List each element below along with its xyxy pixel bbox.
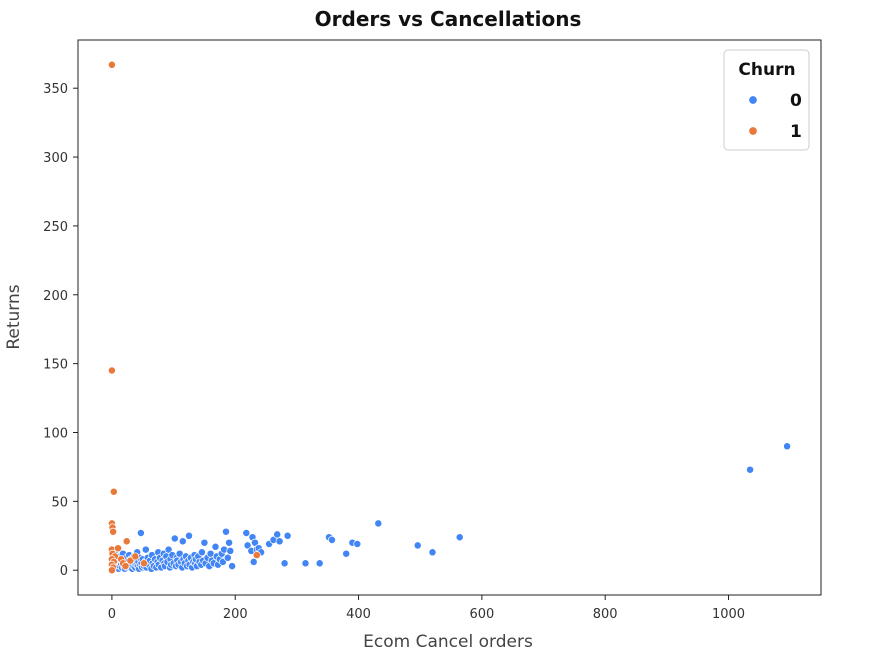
data-point-churn-0 [185,531,193,540]
data-point-churn-0 [225,538,234,547]
x-tick-label: 600 [469,607,494,622]
data-point-churn-1 [109,487,118,496]
y-axis-label: Returns [4,284,24,349]
x-axis-label: Ecom Cancel orders [363,632,533,652]
plot-area [77,39,822,596]
data-point-churn-0 [301,559,310,568]
x-tick-label: 800 [593,607,618,622]
data-point-churn-1 [107,566,116,575]
x-tick-label: 400 [346,607,371,622]
data-point-churn-0 [141,545,150,554]
data-point-churn-0 [275,537,284,546]
data-point-churn-0 [222,527,230,536]
data-point-churn-0 [283,531,292,540]
legend-label-churn-0: 0 [790,91,802,111]
y-tick-label: 300 [43,151,68,166]
data-point-churn-1 [107,366,116,375]
y-tick-label: 350 [43,82,68,97]
data-point-churn-0 [164,545,173,554]
data-point-churn-0 [242,529,251,537]
data-point-churn-0 [413,541,422,550]
y-tick-label: 50 [51,495,68,510]
data-point-churn-1 [107,60,116,69]
legend-marker-churn-1 [748,126,758,136]
data-point-churn-1 [121,562,130,571]
data-point-churn-0 [428,548,437,557]
y-tick-label: 150 [43,358,68,373]
chart-title: Orders vs Cancellations [315,7,582,31]
data-point-churn-0 [353,540,362,548]
data-point-churn-0 [223,553,232,562]
legend-box [723,49,810,151]
data-point-churn-0 [197,548,206,557]
y-axis-ticks: 0 50 100 150 200 250 300 350 [43,82,78,579]
data-point-churn-0 [170,534,179,543]
data-point-churn-1 [131,552,140,561]
data-point-churn-0 [328,535,336,544]
x-tick-label: 200 [223,607,248,622]
data-point-churn-1 [122,537,131,546]
y-tick-label: 0 [60,564,68,579]
data-point-churn-0 [315,559,324,568]
y-tick-label: 100 [43,426,68,441]
plot-frame [77,39,822,596]
data-point-churn-0 [783,442,792,451]
y-tick-label: 200 [43,289,68,304]
legend-title: Churn [738,60,795,80]
data-point-churn-0 [455,533,464,542]
legend: Churn 01 [723,49,810,151]
data-point-churn-1 [109,527,118,536]
data-point-churn-0 [243,541,252,550]
data-point-churn-0 [228,562,237,571]
data-point-churn-0 [746,465,755,474]
data-point-churn-0 [280,559,289,568]
data-point-churn-1 [252,551,261,560]
x-tick-label: 0 [108,607,116,622]
data-point-churn-0 [226,546,235,555]
data-point-churn-0 [136,529,145,537]
data-point-churn-0 [273,530,282,539]
y-tick-label: 250 [43,220,68,235]
data-point-churn-0 [211,542,220,551]
data-point-churn-0 [249,557,258,566]
legend-marker-churn-0 [748,95,758,105]
data-point-churn-0 [374,519,383,528]
data-point-churn-1 [140,559,148,568]
x-tick-label: 1000 [712,607,745,622]
data-point-churn-1 [114,544,123,553]
data-points [107,60,792,575]
x-axis-ticks: 0 200 400 600 800 1000 [108,595,745,622]
legend-label-churn-1: 1 [790,122,802,142]
data-point-churn-0 [342,549,351,558]
data-point-churn-0 [200,538,209,547]
legend-items: 01 [748,91,802,142]
data-point-churn-0 [178,537,187,546]
